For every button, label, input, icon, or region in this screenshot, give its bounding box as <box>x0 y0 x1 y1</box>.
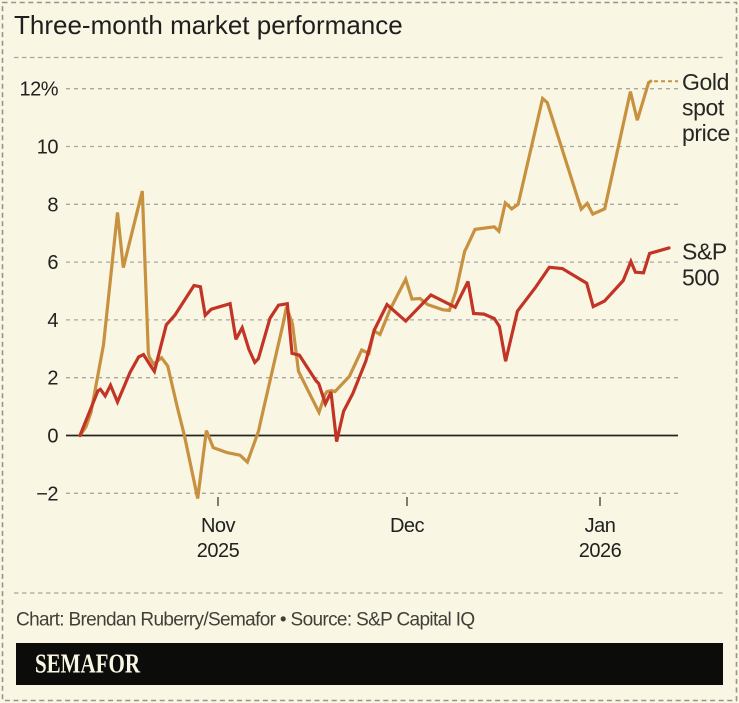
svg-text:Nov: Nov <box>201 515 236 537</box>
svg-text:spot: spot <box>682 95 725 121</box>
svg-text:2: 2 <box>47 368 58 390</box>
svg-text:price: price <box>682 120 730 146</box>
svg-text:0: 0 <box>47 426 58 448</box>
svg-text:500: 500 <box>682 265 719 291</box>
svg-text:Dec: Dec <box>390 515 425 537</box>
svg-text:2025: 2025 <box>197 540 240 562</box>
svg-text:2026: 2026 <box>579 540 622 562</box>
svg-text:10: 10 <box>37 137 59 159</box>
svg-text:Chart: Brendan Ruberry/Semafor: Chart: Brendan Ruberry/Semafor • Source:… <box>16 610 474 631</box>
svg-text:12%: 12% <box>19 79 58 101</box>
svg-text:SEMAFOR: SEMAFOR <box>35 649 140 679</box>
svg-text:Jan: Jan <box>585 515 616 537</box>
svg-text:6: 6 <box>47 252 58 274</box>
svg-text:−2: −2 <box>36 483 58 505</box>
svg-text:S&P: S&P <box>682 239 727 265</box>
svg-text:8: 8 <box>47 194 58 216</box>
svg-text:Gold: Gold <box>682 69 729 95</box>
svg-text:Three-month market performance: Three-month market performance <box>14 10 403 40</box>
svg-text:4: 4 <box>47 310 58 332</box>
